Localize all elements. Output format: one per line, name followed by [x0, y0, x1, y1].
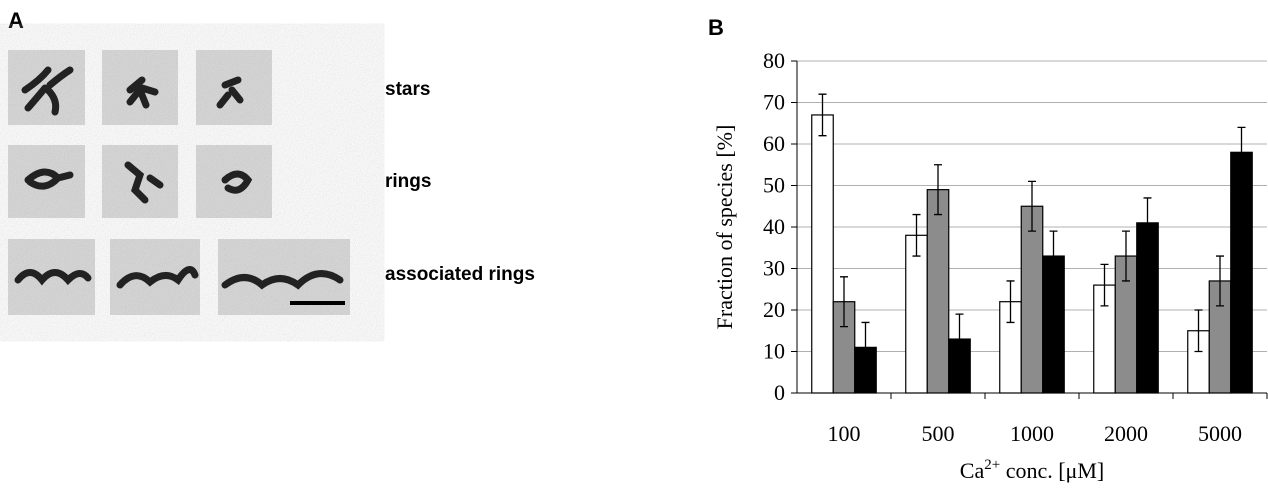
figure: A stars rings associated rings B Fractio…: [0, 0, 1268, 491]
panel-label: A: [8, 8, 24, 33]
x-label-sup: 2+: [984, 457, 1000, 473]
x-label-rest: conc. [μM]: [1000, 458, 1104, 483]
row-label: stars: [385, 79, 430, 100]
row-label: associated rings: [385, 264, 535, 285]
x-tick-label: 500: [922, 421, 955, 446]
y-tick-label: 50: [763, 173, 785, 198]
y-tick-label: 30: [763, 256, 785, 281]
y-axis-label: Fraction of species [%]: [712, 125, 737, 330]
y-tick-label: 80: [763, 48, 785, 73]
bar: [812, 115, 834, 393]
y-tick-label: 70: [763, 90, 785, 115]
x-tick-label: 100: [828, 421, 861, 446]
y-tick-label: 0: [774, 380, 785, 405]
y-tick-label: 40: [763, 214, 785, 239]
panel-label: B: [708, 15, 724, 40]
bar: [906, 235, 928, 393]
bar: [1231, 152, 1253, 393]
y-tick-label: 20: [763, 297, 785, 322]
x-tick-label: 5000: [1198, 421, 1242, 446]
micrographs: [8, 50, 350, 315]
row-label: rings: [385, 171, 431, 192]
y-tick-label: 10: [763, 339, 785, 364]
bar: [927, 190, 949, 393]
bar: [1021, 206, 1043, 393]
x-tick-label: 2000: [1104, 421, 1148, 446]
x-label-base: Ca: [960, 458, 985, 483]
y-tick-label: 60: [763, 131, 785, 156]
x-tick-label: 1000: [1010, 421, 1054, 446]
x-axis-label: Ca2+ conc. [μM]: [960, 457, 1104, 483]
